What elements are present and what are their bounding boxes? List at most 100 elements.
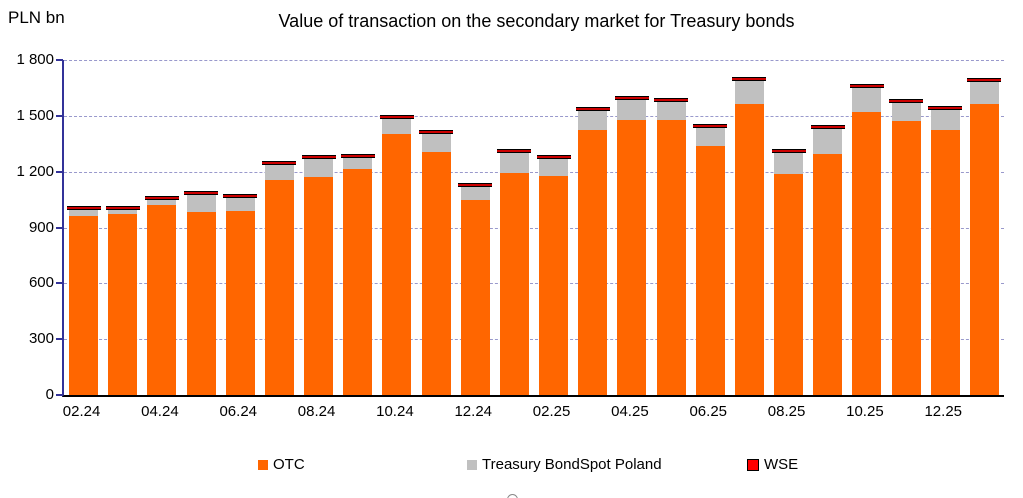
y-tick-600 bbox=[56, 282, 63, 285]
otc-segment-03.25 bbox=[578, 129, 608, 395]
bar-12.24 bbox=[458, 182, 493, 395]
bondspot-segment-02.25 bbox=[539, 158, 569, 177]
y-tick-1200 bbox=[56, 170, 63, 173]
y-axis-label-600: 600 bbox=[28, 274, 54, 292]
wse-segment-08.25 bbox=[771, 149, 806, 154]
bar-01.25 bbox=[497, 149, 532, 395]
plot-area bbox=[56, 59, 1004, 397]
y-axis-unit-label: PLN bn bbox=[8, 8, 65, 27]
wse-segment-08.24 bbox=[301, 154, 336, 159]
x-axis-label-12.25: 12.25 bbox=[924, 403, 963, 420]
bar-01.26 bbox=[967, 78, 1002, 395]
bar-07.25 bbox=[732, 77, 767, 395]
bar-12.25 bbox=[928, 106, 963, 395]
legend-item-treasury-bondspot-poland: Treasury BondSpot Poland bbox=[467, 456, 662, 474]
y-tick-1500 bbox=[56, 114, 63, 117]
otc-segment-01.26 bbox=[969, 103, 999, 395]
y-axis-label-1800: 1 800 bbox=[16, 51, 54, 68]
bondspot-segment-03.24 bbox=[108, 209, 138, 215]
bar-03.24 bbox=[105, 205, 140, 395]
otc-segment-07.24 bbox=[264, 180, 294, 395]
legend-label-wse: WSE bbox=[764, 456, 799, 473]
otc-segment-11.24 bbox=[421, 152, 451, 395]
gridline-1200 bbox=[64, 171, 1004, 173]
bondspot-segment-09.25 bbox=[813, 128, 843, 154]
otc-segment-11.25 bbox=[891, 121, 921, 395]
chart-legend: OTC Treasury BondSpot Poland WSE bbox=[0, 456, 1023, 476]
otc-segment-04.25 bbox=[617, 119, 647, 395]
x-axis-label-10.25: 10.25 bbox=[846, 403, 884, 420]
bar-06.25 bbox=[693, 123, 728, 395]
otc-segment-02.25 bbox=[539, 176, 569, 395]
x-axis-label-08.24: 08.24 bbox=[297, 403, 336, 420]
bar-02.24 bbox=[66, 205, 101, 395]
legend-item-otc: OTC bbox=[258, 456, 305, 474]
bondspot-segment-12.24 bbox=[460, 186, 490, 200]
wse-segment-05.24 bbox=[184, 190, 219, 195]
x-axis-label-04.24: 04.24 bbox=[141, 403, 179, 420]
wse-segment-06.24 bbox=[223, 193, 258, 198]
legend-swatch-treasury-bondspot-poland bbox=[467, 460, 477, 470]
otc-segment-09.24 bbox=[343, 168, 373, 395]
gridline-300 bbox=[64, 339, 1004, 341]
y-tick-300 bbox=[56, 338, 63, 341]
legend-item-wse: WSE bbox=[747, 456, 798, 474]
bondspot-segment-11.24 bbox=[421, 134, 451, 153]
wse-segment-01.25 bbox=[497, 149, 532, 154]
otc-segment-07.25 bbox=[734, 103, 764, 395]
x-axis-label-12.24: 12.24 bbox=[454, 403, 493, 420]
bar-11.25 bbox=[889, 98, 924, 395]
wse-segment-11.25 bbox=[889, 98, 924, 103]
x-axis-label-02.24: 02.24 bbox=[62, 403, 101, 420]
wse-segment-06.25 bbox=[693, 123, 728, 128]
bondspot-segment-04.24 bbox=[147, 199, 177, 206]
otc-segment-04.24 bbox=[147, 205, 177, 395]
bondspot-segment-08.24 bbox=[304, 158, 334, 178]
wse-segment-11.24 bbox=[419, 130, 454, 135]
bar-05.24 bbox=[184, 190, 219, 395]
otc-segment-06.24 bbox=[225, 210, 255, 395]
legend-label-treasury-bondspot-poland: Treasury BondSpot Poland bbox=[482, 456, 662, 473]
y-axis-label-900: 900 bbox=[28, 218, 54, 236]
otc-segment-03.24 bbox=[108, 214, 138, 395]
bondspot-segment-03.25 bbox=[578, 111, 608, 130]
bar-07.24 bbox=[262, 161, 297, 395]
wse-segment-12.24 bbox=[458, 182, 493, 187]
wse-segment-09.24 bbox=[340, 153, 375, 158]
legend-label-otc: OTC bbox=[273, 456, 305, 473]
bar-06.24 bbox=[223, 193, 258, 395]
x-axis-label-04.25: 04.25 bbox=[611, 403, 649, 420]
x-axis-label-10.24: 10.24 bbox=[376, 403, 414, 420]
bar-04.25 bbox=[614, 96, 649, 395]
otc-segment-01.25 bbox=[499, 172, 529, 395]
otc-segment-05.24 bbox=[186, 211, 216, 395]
y-axis-label-1200: 1 200 bbox=[16, 162, 54, 180]
wse-segment-10.24 bbox=[379, 114, 414, 119]
y-tick-1800 bbox=[56, 59, 63, 61]
otc-segment-09.25 bbox=[813, 154, 843, 395]
y-tick-900 bbox=[56, 226, 63, 229]
bar-09.25 bbox=[810, 124, 845, 395]
bondspot-segment-06.25 bbox=[695, 127, 725, 146]
bar-08.25 bbox=[771, 149, 806, 395]
legend-swatch-wse bbox=[747, 459, 759, 471]
gridline-1800 bbox=[64, 60, 1004, 61]
x-axis-label-08.25: 08.25 bbox=[767, 403, 806, 420]
wse-segment-07.24 bbox=[262, 161, 297, 166]
wse-segment-09.25 bbox=[810, 124, 845, 129]
bondspot-segment-04.25 bbox=[617, 100, 647, 120]
y-tick-0 bbox=[56, 394, 63, 396]
bondspot-segment-07.24 bbox=[264, 165, 294, 181]
otc-segment-02.24 bbox=[69, 216, 99, 395]
bondspot-segment-05.25 bbox=[656, 101, 686, 120]
bondspot-segment-01.26 bbox=[969, 82, 999, 104]
wse-segment-12.25 bbox=[928, 106, 963, 111]
bar-11.24 bbox=[419, 130, 454, 395]
bondspot-segment-06.24 bbox=[225, 197, 255, 211]
y-axis-label-0: 0 bbox=[45, 386, 54, 403]
bar-09.24 bbox=[340, 153, 375, 395]
legend-swatch-otc bbox=[258, 460, 268, 470]
wse-segment-02.24 bbox=[66, 205, 101, 210]
bar-10.24 bbox=[379, 114, 414, 395]
